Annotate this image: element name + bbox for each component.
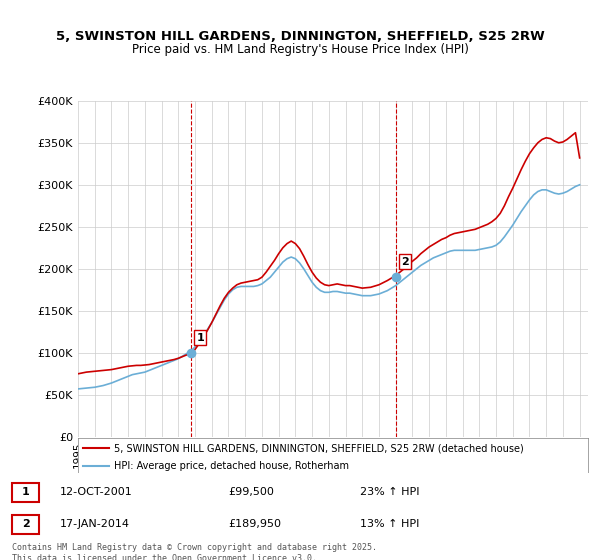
FancyBboxPatch shape <box>12 515 39 534</box>
Text: 5, SWINSTON HILL GARDENS, DINNINGTON, SHEFFIELD, S25 2RW (detached house): 5, SWINSTON HILL GARDENS, DINNINGTON, SH… <box>114 443 523 453</box>
Text: 23% ↑ HPI: 23% ↑ HPI <box>360 487 419 497</box>
Text: 1: 1 <box>22 487 29 497</box>
Text: £99,500: £99,500 <box>228 487 274 497</box>
FancyBboxPatch shape <box>12 483 39 502</box>
Text: £189,950: £189,950 <box>228 520 281 529</box>
Text: 12-OCT-2001: 12-OCT-2001 <box>60 487 133 497</box>
Text: Contains HM Land Registry data © Crown copyright and database right 2025.
This d: Contains HM Land Registry data © Crown c… <box>12 543 377 560</box>
Text: 17-JAN-2014: 17-JAN-2014 <box>60 520 130 529</box>
Text: HPI: Average price, detached house, Rotherham: HPI: Average price, detached house, Roth… <box>114 460 349 470</box>
Text: 2: 2 <box>22 520 29 529</box>
Text: 5, SWINSTON HILL GARDENS, DINNINGTON, SHEFFIELD, S25 2RW: 5, SWINSTON HILL GARDENS, DINNINGTON, SH… <box>56 30 544 43</box>
Text: 2: 2 <box>401 256 409 267</box>
Text: 13% ↑ HPI: 13% ↑ HPI <box>360 520 419 529</box>
Text: Price paid vs. HM Land Registry's House Price Index (HPI): Price paid vs. HM Land Registry's House … <box>131 43 469 56</box>
Text: 1: 1 <box>196 333 204 343</box>
